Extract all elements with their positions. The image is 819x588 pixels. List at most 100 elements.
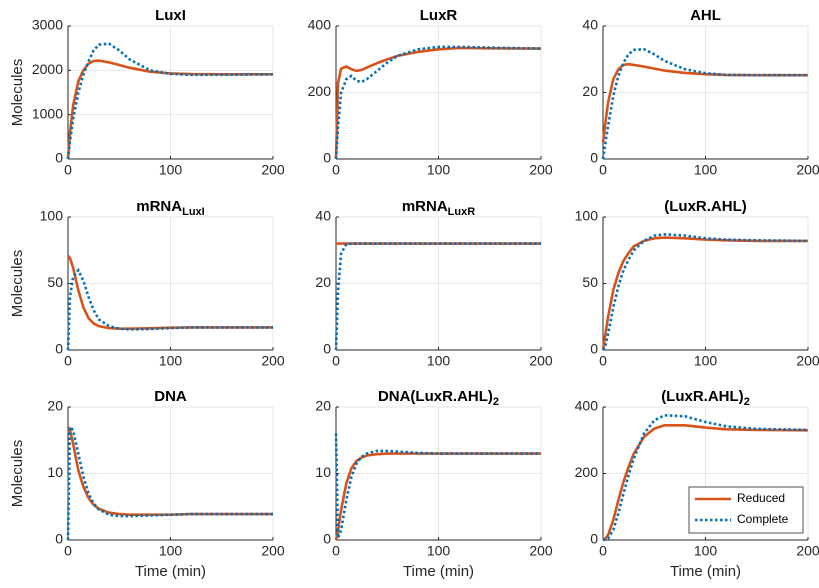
y-tick-label: 0 — [55, 531, 63, 547]
y-tick-label: 0 — [590, 150, 598, 166]
y-axis-label: Molecules — [9, 59, 26, 127]
x-tick-label: 0 — [599, 353, 607, 369]
legend: Reduced Complete — [688, 486, 804, 534]
x-tick-label: 200 — [796, 162, 819, 178]
chart-title: LuxR — [420, 7, 458, 24]
chart-title: LuxI — [155, 7, 186, 24]
x-tick-label: 100 — [694, 543, 718, 559]
y-tick-label: 10 — [315, 464, 331, 480]
series-line — [334, 45, 542, 160]
chart-title: mRNALuxI — [136, 198, 204, 218]
y-tick-label: 3000 — [32, 17, 63, 33]
series-line — [601, 47, 808, 160]
series-line — [601, 232, 809, 351]
x-axis-label: Time (min) — [670, 563, 741, 580]
x-tick-label: 100 — [694, 353, 718, 369]
y-tick-label: 50 — [582, 274, 598, 290]
series-line — [334, 46, 542, 160]
x-tick-label: 200 — [529, 543, 553, 559]
x-tick-label: 100 — [159, 162, 183, 178]
y-tick-label: 20 — [582, 83, 598, 99]
y-tick-label: 200 — [308, 83, 332, 99]
x-tick-label: 0 — [64, 543, 72, 559]
chart-title: (LuxR.AHL)2 — [661, 388, 750, 408]
x-tick-label: 0 — [332, 353, 340, 369]
title-main: mRNA — [136, 198, 182, 215]
y-tick-label: 100 — [40, 208, 64, 224]
x-tick-label: 0 — [64, 162, 72, 178]
chart-title: mRNALuxR — [402, 198, 475, 218]
chart-title: (LuxR.AHL) — [664, 198, 747, 215]
y-tick-label: 40 — [582, 17, 598, 33]
y-tick-label: 0 — [323, 531, 331, 547]
y-tick-label: 0 — [323, 341, 331, 357]
title-main: (LuxR.AHL) — [664, 198, 747, 215]
y-axis-label: Molecules — [9, 250, 26, 318]
title-main: mRNA — [402, 198, 448, 215]
title-subscript: LuxR — [448, 206, 476, 218]
title-subscript: 2 — [744, 396, 750, 408]
title-main: LuxR — [420, 7, 458, 24]
x-tick-label: 100 — [427, 353, 451, 369]
x-tick-label: 100 — [427, 162, 451, 178]
series-line — [334, 452, 541, 541]
series-line — [66, 423, 273, 541]
x-tick-label: 0 — [599, 162, 607, 178]
y-tick-label: 0 — [590, 531, 598, 547]
x-tick-label: 200 — [261, 543, 285, 559]
series-line — [602, 413, 809, 542]
y-tick-label: 10 — [47, 464, 63, 480]
y-tick-label: 2000 — [32, 61, 63, 77]
x-tick-label: 100 — [694, 162, 718, 178]
x-axis-label: Time (min) — [403, 563, 474, 580]
y-tick-label: 400 — [308, 17, 332, 33]
subplot: 0 50 100 0 100 200 (LuxR.AHL) — [575, 198, 819, 369]
title-main: (LuxR.AHL) — [661, 388, 744, 405]
y-tick-label: 0 — [590, 341, 598, 357]
series-line — [601, 62, 808, 143]
legend-box — [688, 486, 804, 534]
y-tick-label: 20 — [315, 398, 331, 414]
title-main: LuxI — [155, 7, 186, 24]
series-line — [334, 433, 541, 539]
y-tick-label: 1000 — [32, 105, 63, 121]
x-tick-label: 200 — [261, 162, 285, 178]
y-tick-label: 40 — [315, 208, 331, 224]
title-main: DNA — [154, 388, 187, 405]
x-tick-label: 0 — [332, 162, 340, 178]
subplot: 0 20 40 0 100 200 AHL — [582, 7, 819, 178]
y-tick-label: 200 — [575, 464, 599, 480]
title-main: DNA(LuxR.AHL) — [378, 388, 493, 405]
x-axis-label: Time (min) — [135, 563, 206, 580]
series-line — [334, 242, 541, 351]
chart-title: DNA(LuxR.AHL)2 — [378, 388, 499, 408]
subplot: 0 1000 2000 3000 0 100 200 LuxI Molecules — [9, 7, 285, 178]
title-subscript: LuxI — [182, 206, 205, 218]
x-tick-label: 200 — [796, 353, 819, 369]
y-tick-label: 0 — [55, 150, 63, 166]
y-axis-label: Molecules — [9, 440, 26, 508]
x-tick-label: 0 — [599, 543, 607, 559]
x-tick-label: 100 — [427, 543, 451, 559]
series-line — [66, 42, 274, 160]
y-tick-label: 0 — [55, 341, 63, 357]
title-subscript: 2 — [493, 396, 499, 408]
subplot: 0 200 400 0 100 200 (LuxR.AHL)2 Time (min) Reduc… — [575, 388, 819, 580]
series-line — [66, 267, 273, 351]
legend-label: Reduced — [737, 491, 785, 505]
y-tick-label: 20 — [47, 398, 63, 414]
chart-title: AHL — [690, 7, 721, 24]
x-tick-label: 100 — [159, 353, 183, 369]
y-tick-label: 0 — [323, 150, 331, 166]
series-line — [602, 424, 809, 542]
x-tick-label: 200 — [796, 543, 819, 559]
x-tick-label: 100 — [159, 543, 183, 559]
subplot: 0 50 100 0 100 200 mRNALuxI Molecules — [9, 198, 285, 369]
x-tick-label: 200 — [261, 353, 285, 369]
title-main: AHL — [690, 7, 721, 24]
chart-title: DNA — [154, 388, 187, 405]
x-tick-label: 200 — [529, 353, 553, 369]
